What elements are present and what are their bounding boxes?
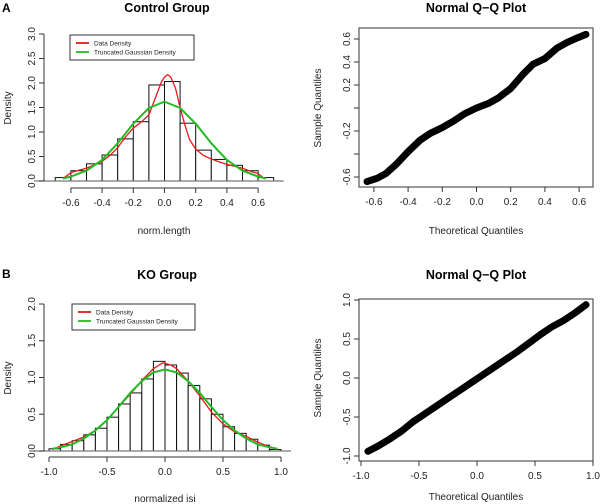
legend-label: Data Density [96, 309, 134, 316]
x-tick-label: -1.0 [352, 471, 370, 482]
y-axis-label: Density [3, 91, 14, 124]
histogram-bar [199, 398, 212, 452]
legend-label: Truncated Gaussian Density [96, 318, 179, 325]
chart-title: Control Group [124, 1, 210, 15]
y-tick-label: 0.0 [27, 174, 38, 188]
histogram-bar [129, 392, 143, 452]
chart-title: KO Group [137, 268, 197, 282]
x-tick-label: 0.6 [251, 198, 265, 209]
data-density-line [62, 74, 265, 180]
panel-label-a: A [2, 1, 11, 15]
x-tick-label: 0.4 [538, 197, 552, 208]
y-tick-label: 2.0 [27, 76, 38, 90]
y-tick-label: 2.0 [27, 297, 38, 311]
x-tick-label: 0.0 [470, 197, 484, 208]
x-tick-label: 0.0 [470, 471, 484, 482]
y-tick-label: 3.0 [27, 27, 38, 41]
y-tick-label: 1.0 [27, 125, 38, 139]
histogram-bar [176, 372, 189, 452]
y-axis-label: Sample Quantiles [313, 339, 324, 418]
gaussian-density-line [52, 368, 278, 450]
histogram-bar [187, 385, 201, 452]
legend-box [69, 34, 195, 61]
y-tick-label: 0.5 [342, 332, 353, 346]
y-tick-label: 0.5 [27, 407, 38, 421]
x-axis-label: Theoretical Quantiles [429, 492, 524, 503]
y-tick-label: 1.5 [27, 100, 38, 114]
y-axis-label: Sample Quantiles [313, 69, 324, 148]
x-axis-label: normalized isi [134, 494, 195, 504]
x-tick-label: 0.6 [572, 197, 586, 208]
y-tick-label: 0.4 [342, 55, 353, 69]
x-tick-label: 0.4 [220, 198, 234, 209]
y-tick-label: 0.2 [342, 78, 353, 92]
x-tick-label: 1.0 [586, 471, 600, 482]
chart-title: Normal Q−Q Plot [426, 268, 527, 282]
legend: Data Density Truncated Gaussian Density [69, 34, 195, 61]
y-tick-label: -0.5 [342, 408, 353, 426]
qq-points [363, 30, 590, 186]
y-tick-label: 0.5 [27, 149, 38, 163]
x-tick-label: 0.0 [158, 467, 172, 478]
plot-box [358, 298, 594, 462]
x-tick-label: 1.0 [274, 467, 288, 478]
legend: Data Density Truncated Gaussian Density [71, 303, 196, 331]
histogram-bar [210, 413, 224, 452]
gaussian-density-line [62, 100, 267, 180]
x-tick-label: -1.0 [40, 467, 58, 478]
x-tick-label: -0.4 [399, 197, 417, 208]
y-tick-label: 1.5 [27, 333, 38, 347]
x-tick-label: -0.6 [62, 198, 80, 209]
y-tick-label: 1.0 [342, 293, 353, 307]
chart-title: Normal Q−Q Plot [426, 1, 527, 15]
x-tick-label: 0.2 [504, 197, 518, 208]
y-tick-label: 1.0 [27, 370, 38, 384]
x-tick-label: 0.5 [528, 471, 542, 482]
histogram-bar [118, 403, 131, 452]
y-axis-label: Density [3, 361, 14, 394]
x-tick-label: -0.5 [410, 471, 428, 482]
y-tick-label: 0.6 [342, 32, 353, 46]
histogram-bar [106, 416, 120, 452]
histogram-bar [148, 84, 165, 182]
x-axis-label: Theoretical Quantiles [429, 226, 524, 237]
x-tick-label: -0.5 [98, 467, 116, 478]
control-qq-panel: Normal Q−Q Plot Theoretical Quantiles Sa… [313, 1, 594, 237]
x-tick-label: 0.5 [216, 467, 230, 478]
x-tick-label: -0.2 [434, 197, 452, 208]
histogram-bar [132, 121, 150, 182]
x-axis-label: norm.length [138, 226, 191, 237]
legend-label: Truncated Gaussian Density [94, 49, 177, 56]
histogram-bar [164, 364, 178, 452]
panel-label-b: B [2, 267, 11, 281]
y-tick-label: -1.0 [342, 447, 353, 465]
x-tick-label: -0.6 [365, 197, 383, 208]
y-tick-label: 2.5 [27, 51, 38, 65]
histogram-bar [152, 360, 166, 452]
ko-histogram-panel: B KO Group normalized isi Density Data D… [2, 267, 291, 504]
histogram-bar [210, 158, 228, 182]
x-tick-label: 0.0 [158, 198, 172, 209]
control-histogram-panel: A Control Group norm.length Density Data… [2, 1, 284, 237]
ko-qq-panel: Normal Q−Q Plot Theoretical Quantiles Sa… [313, 268, 600, 503]
y-tick-label: -0.2 [342, 122, 353, 140]
x-tick-label: -0.4 [93, 198, 111, 209]
x-tick-label: -0.2 [125, 198, 143, 209]
y-tick-label: 0.0 [27, 444, 38, 458]
y-tick-label: 0.0 [342, 371, 353, 385]
x-tick-label: 0.2 [189, 198, 203, 209]
y-tick-label: -0.6 [342, 168, 353, 186]
qq-points [364, 301, 590, 455]
histogram-bar [94, 427, 108, 452]
histogram-bar [141, 378, 154, 452]
legend-box [71, 303, 196, 331]
histogram-bar [179, 122, 197, 182]
legend-label: Data Density [94, 40, 132, 47]
